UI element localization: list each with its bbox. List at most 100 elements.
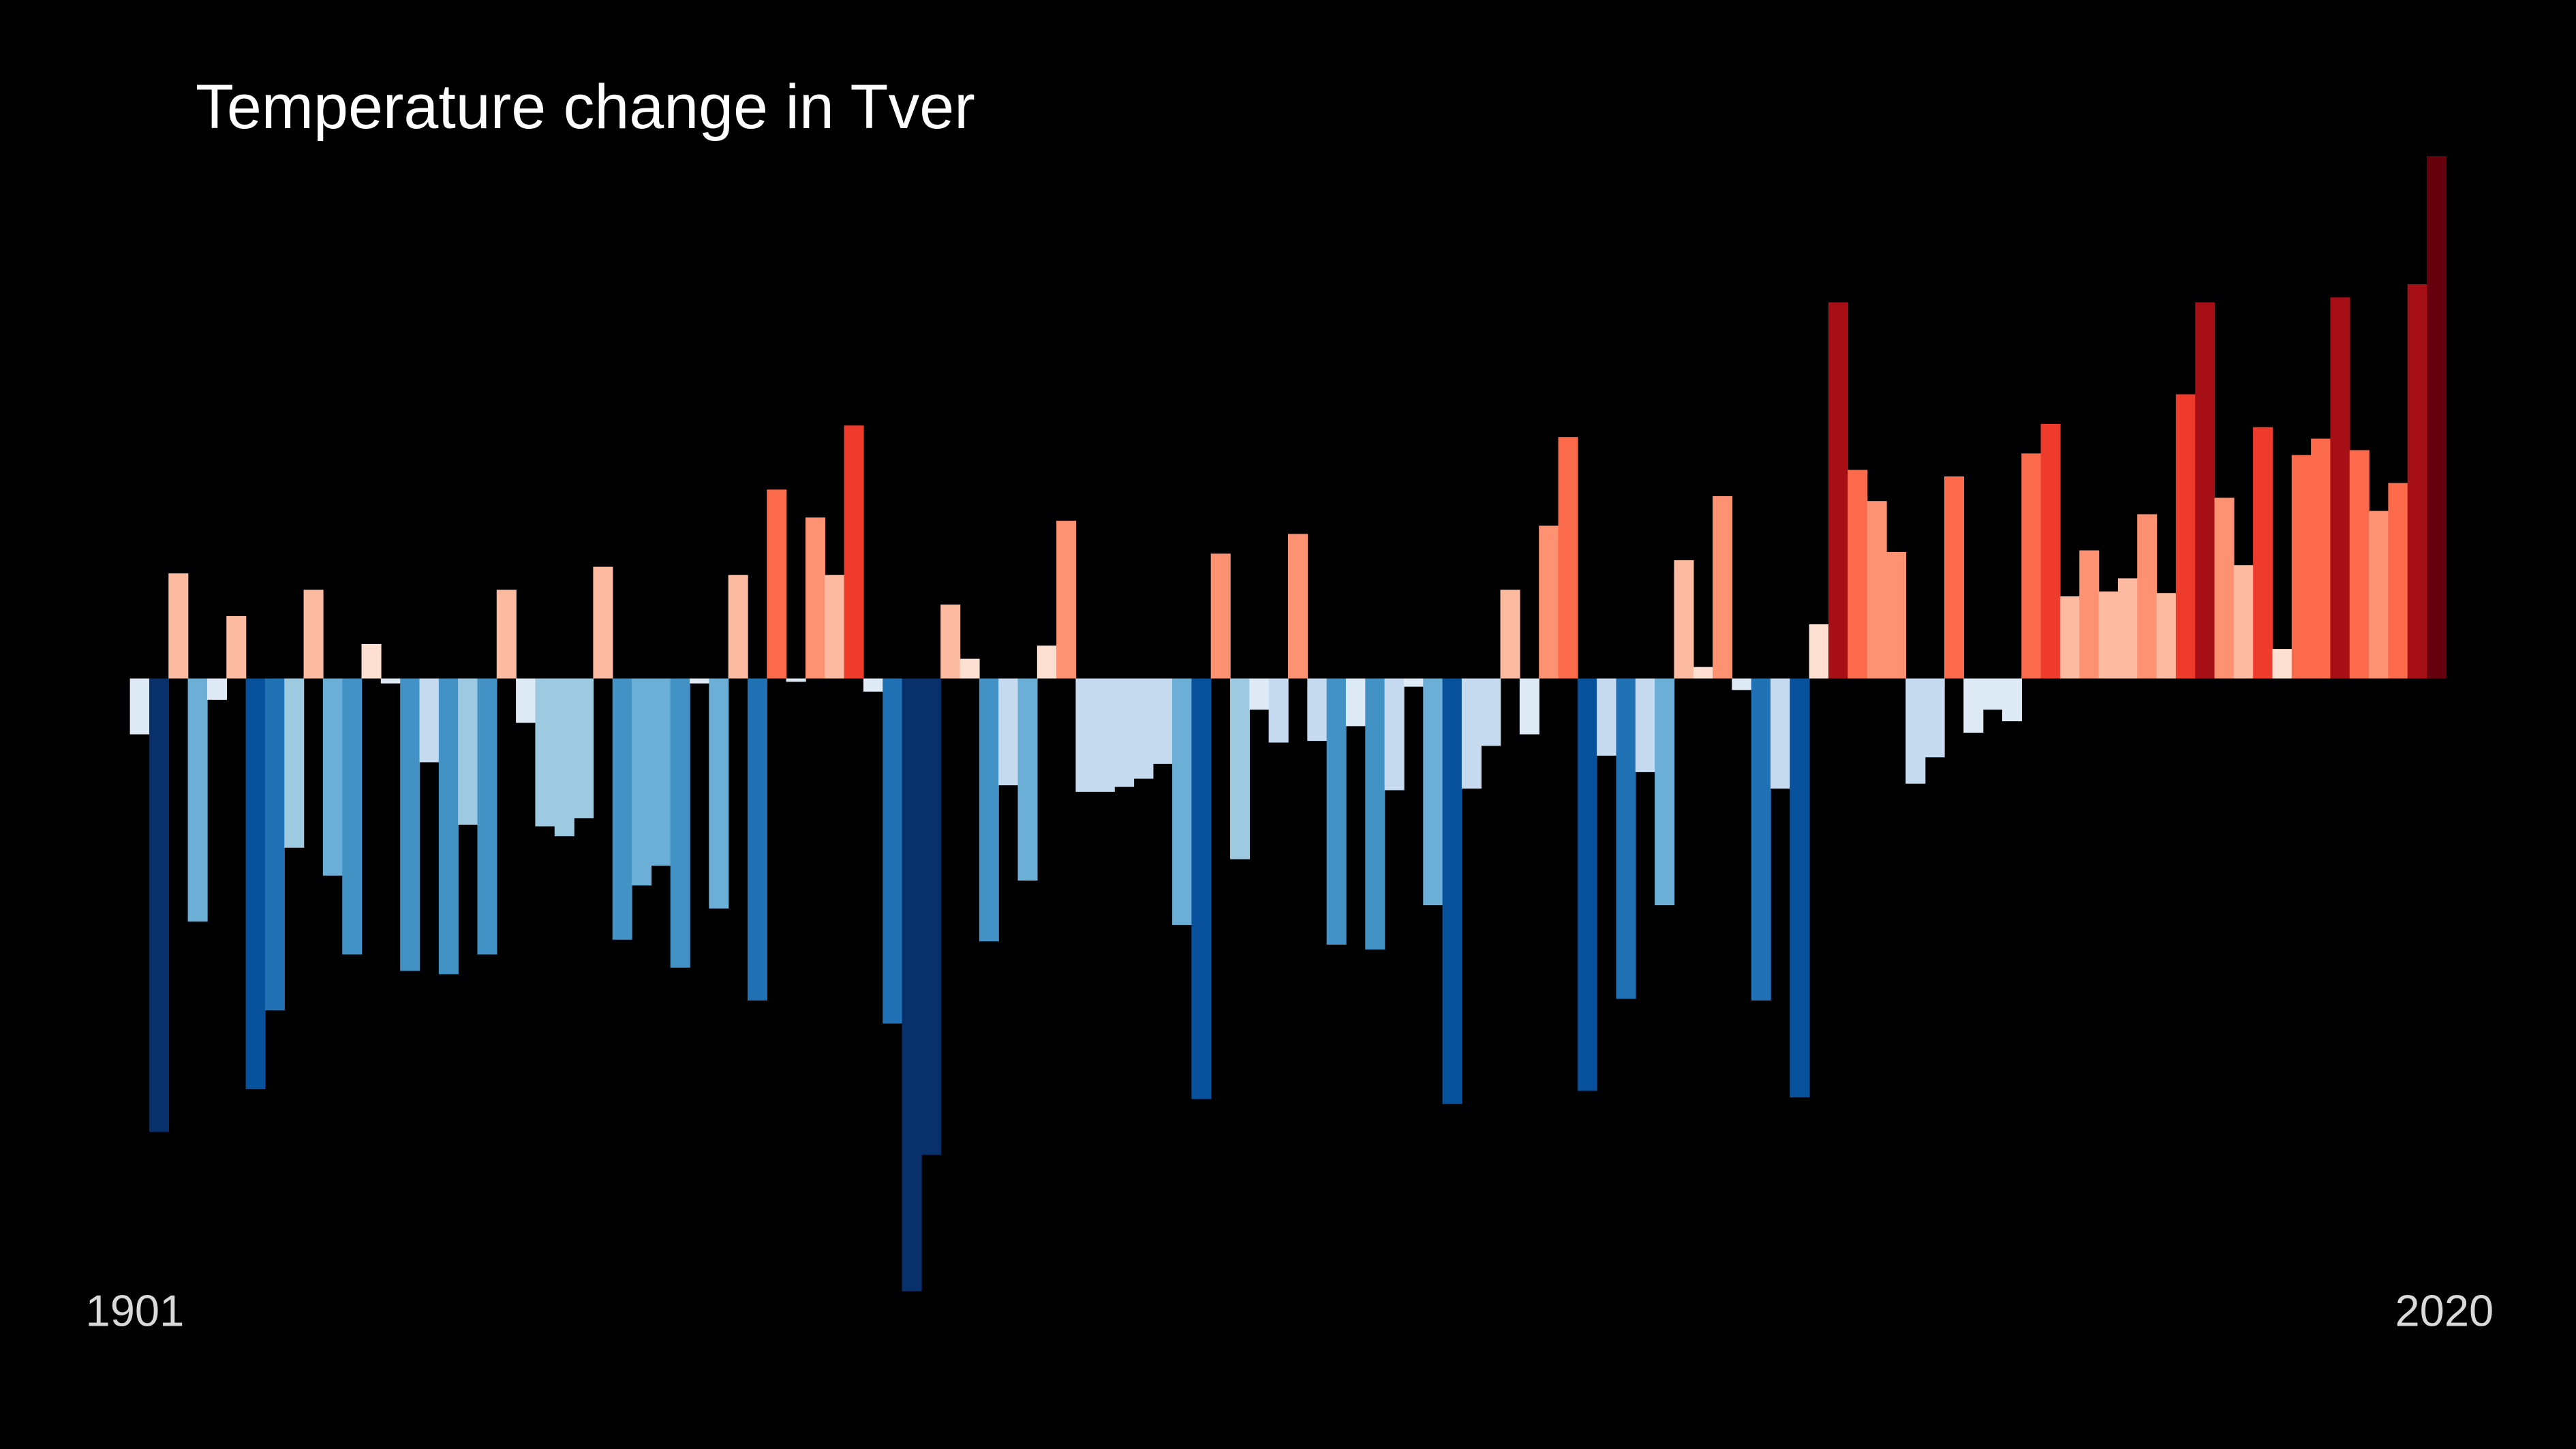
bar: [1847, 470, 1868, 679]
bar: [1249, 678, 1270, 710]
bar: [2117, 578, 2138, 679]
bar: [245, 678, 266, 1090]
bar: [709, 678, 729, 909]
bar: [2040, 423, 2061, 679]
bar: [1307, 678, 1328, 742]
bar: [690, 678, 710, 684]
bar: [1481, 678, 1501, 746]
bar: [477, 678, 497, 955]
bar: [921, 678, 941, 1155]
bar: [1944, 476, 1965, 679]
bar: [2349, 450, 2370, 679]
bar: [535, 678, 555, 827]
bar: [1925, 678, 1945, 758]
bar: [2214, 498, 2235, 679]
bar: [264, 678, 285, 1011]
bar: [1655, 678, 1675, 906]
bar: [805, 517, 825, 679]
bar: [2427, 155, 2447, 679]
bar: [149, 678, 170, 1132]
bar: [1963, 678, 1984, 733]
bar: [1558, 437, 1578, 679]
bar: [2137, 514, 2158, 679]
bar: [883, 678, 903, 1024]
bar: [2059, 596, 2080, 679]
bar: [1403, 678, 1424, 687]
bar: [303, 590, 324, 679]
bar: [612, 678, 632, 940]
bar: [516, 678, 536, 723]
bar: [998, 678, 1019, 786]
bar: [1056, 521, 1077, 679]
bar: [960, 658, 980, 679]
bar: [2195, 302, 2215, 679]
bar: [1597, 678, 1617, 756]
bar: [670, 678, 690, 968]
bar: [844, 425, 864, 679]
bar: [1133, 678, 1154, 779]
bar: [747, 678, 768, 1001]
bar: [1790, 678, 1810, 1098]
bar: [1152, 678, 1173, 764]
bar: [2272, 649, 2293, 679]
bar: [2407, 284, 2427, 679]
bar: [1982, 678, 2003, 710]
bar: [2233, 565, 2254, 679]
bar: [1288, 534, 1308, 679]
bar: [1075, 678, 1096, 792]
bar: [1867, 501, 1887, 679]
bar: [1423, 678, 1443, 906]
bar: [2291, 455, 2312, 679]
bar: [1693, 667, 1713, 679]
bar: [1461, 678, 1482, 789]
bar: [1365, 678, 1385, 950]
bar: [1577, 678, 1597, 1091]
bar: [1345, 678, 1366, 727]
bar: [1713, 495, 1733, 679]
chart-title: Temperature change in Tver: [196, 72, 975, 142]
bar: [863, 678, 883, 692]
bar: [1017, 678, 1038, 881]
bar: [1674, 560, 1694, 679]
bar: [1037, 645, 1057, 679]
bar: [2175, 394, 2196, 679]
bar: [2330, 297, 2350, 679]
bar: [1268, 678, 1289, 743]
bar: [2369, 510, 2389, 679]
bar: [825, 575, 845, 679]
bar: [1770, 678, 1791, 789]
bar: [2021, 453, 2042, 679]
bar: [129, 678, 150, 735]
bar: [322, 678, 343, 876]
bar: [2388, 483, 2408, 679]
bar: [1809, 624, 1829, 679]
bar: [940, 605, 961, 679]
bar: [1539, 525, 1559, 679]
bar: [187, 678, 208, 922]
bar: [2079, 550, 2100, 679]
bar: [496, 590, 517, 679]
bar: [902, 678, 922, 1292]
bar: [1886, 551, 1907, 679]
x-tick-label: 2020: [2395, 1286, 2494, 1336]
bar: [1191, 678, 1212, 1099]
bar: [1905, 678, 1926, 784]
bar: [206, 678, 227, 700]
bar: [593, 566, 613, 679]
bar: [400, 678, 420, 971]
bar: [1519, 678, 1539, 735]
bar: [1230, 678, 1251, 859]
bar: [728, 575, 748, 679]
bar: [786, 678, 806, 682]
bar: [419, 678, 440, 763]
bar: [1114, 678, 1135, 787]
bar: [168, 573, 189, 679]
bar: [1732, 678, 1752, 690]
bar: [2156, 593, 2177, 679]
bar: [342, 678, 363, 955]
x-tick-label: 1901: [86, 1286, 185, 1336]
bar: [1751, 678, 1771, 1001]
bar: [979, 678, 999, 942]
bar: [1326, 678, 1347, 945]
